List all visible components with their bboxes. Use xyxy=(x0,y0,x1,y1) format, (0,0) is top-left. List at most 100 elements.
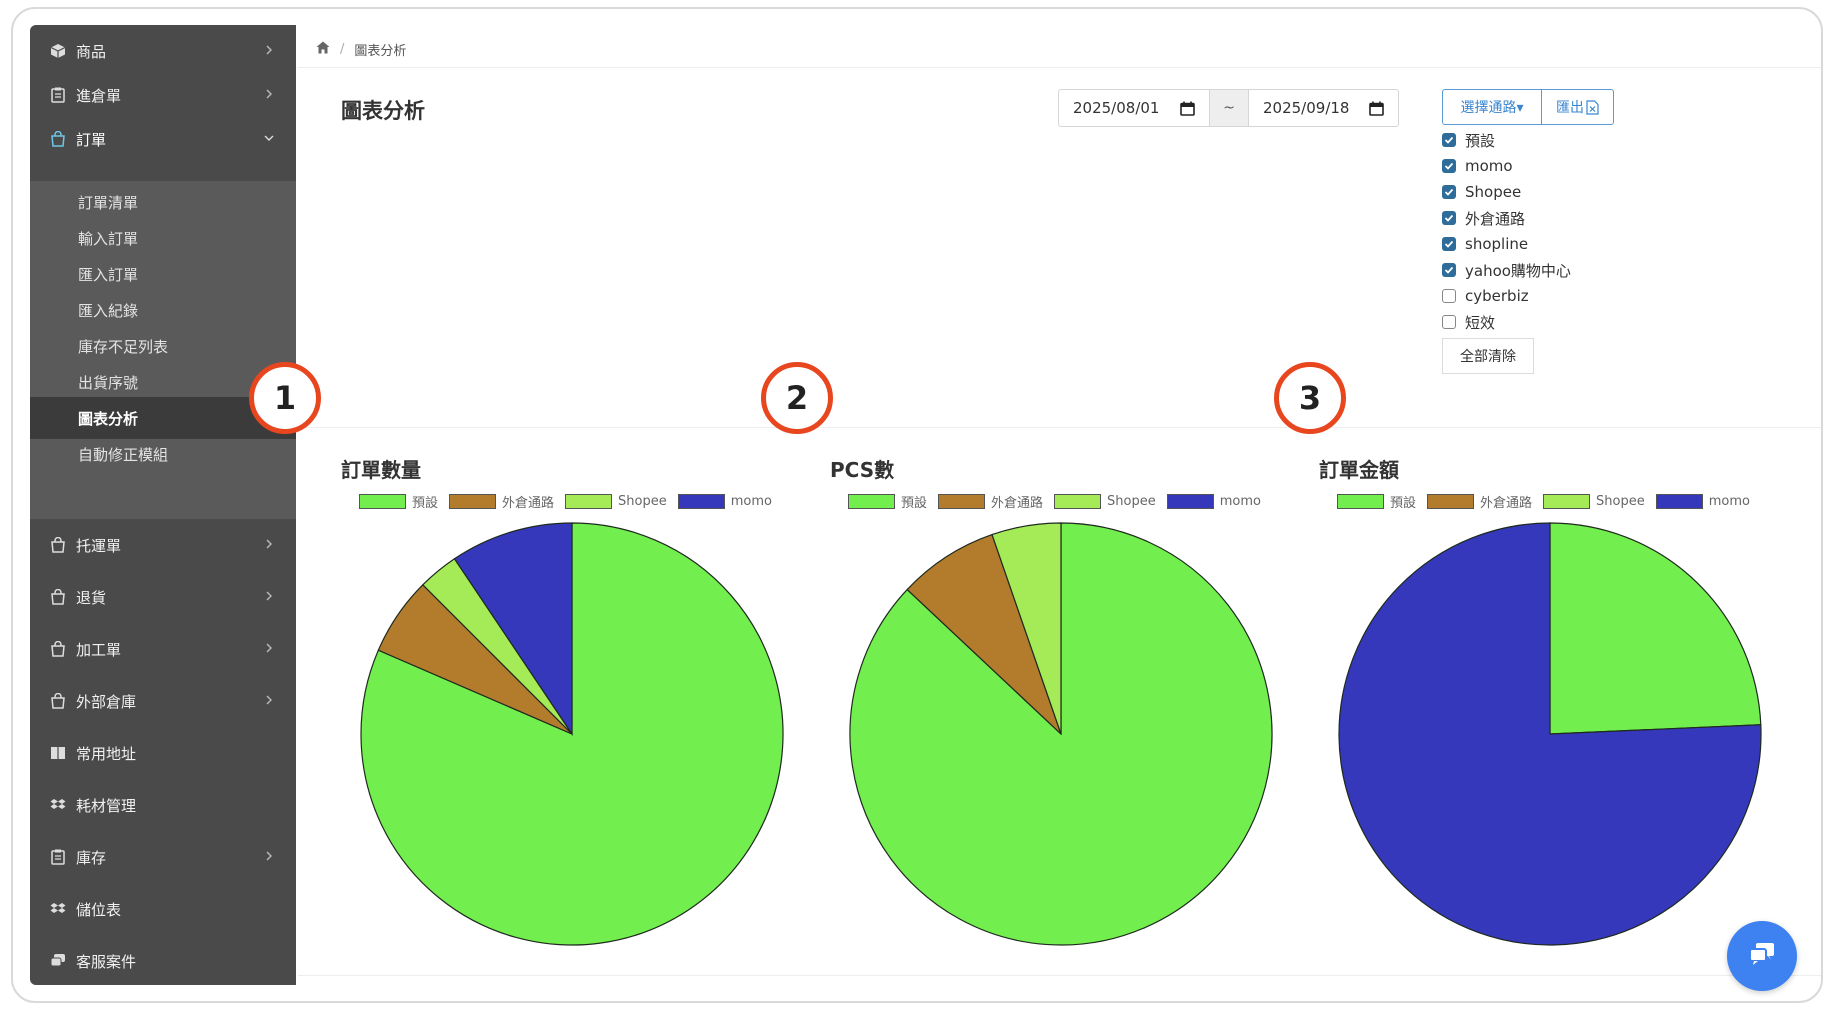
date-from-input[interactable]: 2025/08/01 xyxy=(1058,89,1210,127)
sidebar-item-label: 托運單 xyxy=(76,536,122,555)
channel-option[interactable]: shopline xyxy=(1442,231,1571,257)
home-icon[interactable] xyxy=(316,41,330,58)
channel-option[interactable]: Shopee xyxy=(1442,179,1571,205)
sidebar-item-label: 常用地址 xyxy=(76,744,137,763)
legend-item[interactable]: 預設 xyxy=(1337,492,1416,511)
legend-label: Shopee xyxy=(618,493,667,509)
legend-label: momo xyxy=(730,493,772,509)
select-channel-button[interactable]: 選擇通路▾ xyxy=(1442,89,1542,125)
checkbox-checked-icon[interactable] xyxy=(1442,211,1456,225)
channel-option[interactable]: 預設 xyxy=(1442,127,1571,153)
sidebar-item-storage-locations[interactable]: 儲位表 xyxy=(30,883,296,935)
sidebar-item-orders[interactable]: 訂單 xyxy=(30,113,296,181)
date-range-separator: ~ xyxy=(1210,89,1248,127)
book-icon xyxy=(49,744,67,762)
chevron-right-icon xyxy=(262,849,276,863)
checkbox-checked-icon[interactable] xyxy=(1442,133,1456,147)
chart-title: 訂單金額 xyxy=(1319,458,1399,482)
callout-marker: 2 xyxy=(761,362,833,434)
chat-button[interactable] xyxy=(1727,921,1797,991)
channel-label: yahoo購物中心 xyxy=(1465,261,1571,280)
channel-option[interactable]: 短效 xyxy=(1442,309,1571,335)
breadcrumb: / 圖表分析 xyxy=(316,37,406,61)
pie-slice-momo[interactable] xyxy=(1338,522,1762,946)
submenu-auto-fix[interactable]: 自動修正模組 xyxy=(78,445,169,464)
legend-item[interactable]: momo xyxy=(1655,493,1750,509)
legend-swatch xyxy=(848,493,895,509)
sidebar-item-inbound[interactable]: 進倉單 xyxy=(30,69,296,121)
legend-swatch xyxy=(1337,493,1384,509)
sidebar-item-waybill[interactable]: 托運單 xyxy=(30,519,296,571)
channel-label: Shopee xyxy=(1465,183,1522,201)
channel-label: 預設 xyxy=(1465,131,1496,150)
clipboard-icon xyxy=(49,848,67,866)
legend-item[interactable]: 預設 xyxy=(848,492,927,511)
dropbox-icon xyxy=(49,900,67,918)
legend-label: 外倉通路 xyxy=(1480,495,1533,511)
submenu-import-order[interactable]: 匯入訂單 xyxy=(78,265,139,284)
legend-item[interactable]: 外倉通路 xyxy=(938,492,1043,511)
pie-slice-default[interactable] xyxy=(1549,522,1762,735)
shopping-bag-icon xyxy=(49,588,67,606)
pie-slice-external[interactable] xyxy=(906,533,1062,735)
legend-item[interactable]: Shopee xyxy=(1543,493,1645,509)
clipboard-icon xyxy=(49,86,67,104)
channel-option[interactable]: cyberbiz xyxy=(1442,283,1571,309)
checkbox-unchecked-icon[interactable] xyxy=(1442,315,1456,329)
legend-item[interactable]: momo xyxy=(1166,493,1261,509)
calendar-icon[interactable] xyxy=(1180,101,1195,116)
channel-label: momo xyxy=(1465,157,1513,175)
channel-option[interactable]: momo xyxy=(1442,153,1571,179)
pie-slice-shopee[interactable] xyxy=(991,522,1062,735)
legend-label: Shopee xyxy=(1107,493,1156,509)
legend-item[interactable]: 外倉通路 xyxy=(449,492,554,511)
checkbox-checked-icon[interactable] xyxy=(1442,159,1456,173)
legend-item[interactable]: 外倉通路 xyxy=(1427,492,1532,511)
chart-title: 訂單數量 xyxy=(341,458,421,482)
shopping-bag-icon xyxy=(49,536,67,554)
sidebar-item-materials[interactable]: 耗材管理 xyxy=(30,779,296,831)
legend-swatch xyxy=(1543,493,1591,509)
clear-all-button[interactable]: 全部清除 xyxy=(1442,338,1534,374)
legend-swatch xyxy=(1427,493,1475,509)
sidebar-item-processing[interactable]: 加工單 xyxy=(30,623,296,675)
sidebar-item-products[interactable]: 商品 xyxy=(30,25,296,77)
submenu-input-order[interactable]: 輸入訂單 xyxy=(78,229,139,248)
legend-swatch xyxy=(1166,493,1214,509)
checkbox-checked-icon[interactable] xyxy=(1442,237,1456,251)
divider xyxy=(298,67,1821,68)
chat-bubbles-icon xyxy=(1748,941,1776,971)
chevron-right-icon xyxy=(262,537,276,551)
submenu-low-stock[interactable]: 庫存不足列表 xyxy=(78,337,169,356)
legend-item[interactable]: Shopee xyxy=(1054,493,1156,509)
pie-slice-momo[interactable] xyxy=(453,522,573,736)
legend-item[interactable]: momo xyxy=(677,493,772,509)
submenu-import-log[interactable]: 匯入紀錄 xyxy=(78,301,139,320)
calendar-icon[interactable] xyxy=(1369,101,1384,116)
sidebar-item-customer-service[interactable]: 客服案件 xyxy=(30,935,296,985)
export-button[interactable]: 匯出 xyxy=(1541,89,1614,125)
checkbox-unchecked-icon[interactable] xyxy=(1442,289,1456,303)
orders-submenu: 訂單清單 輸入訂單 匯入訂單 匯入紀錄 庫存不足列表 出貨序號 圖表分析 自動修… xyxy=(30,181,296,519)
legend-item[interactable]: 預設 xyxy=(359,492,438,511)
sidebar-item-addresses[interactable]: 常用地址 xyxy=(30,727,296,779)
sidebar-item-label: 退貨 xyxy=(76,588,107,607)
pie-chart-order-count xyxy=(360,522,784,946)
legend-swatch xyxy=(677,493,725,509)
submenu-order-list[interactable]: 訂單清單 xyxy=(78,193,139,212)
sidebar-item-inventory[interactable]: 庫存 xyxy=(30,831,296,883)
legend-item[interactable]: Shopee xyxy=(565,493,667,509)
submenu-shipping-serial[interactable]: 出貨序號 xyxy=(78,373,139,392)
legend-label: 預設 xyxy=(1390,495,1417,511)
checkbox-checked-icon[interactable] xyxy=(1442,263,1456,277)
legend-label: 外倉通路 xyxy=(991,495,1044,511)
chat-bubbles-icon xyxy=(49,952,67,970)
chart-legend: 預設 外倉通路 Shopee momo xyxy=(848,491,1272,511)
checkbox-checked-icon[interactable] xyxy=(1442,185,1456,199)
sidebar-item-label: 外部倉庫 xyxy=(76,692,137,711)
sidebar-item-external-warehouse[interactable]: 外部倉庫 xyxy=(30,675,296,727)
sidebar-item-returns[interactable]: 退貨 xyxy=(30,571,296,623)
date-to-input[interactable]: 2025/09/18 xyxy=(1248,89,1399,127)
channel-option[interactable]: 外倉通路 xyxy=(1442,205,1571,231)
channel-option[interactable]: yahoo購物中心 xyxy=(1442,257,1571,283)
